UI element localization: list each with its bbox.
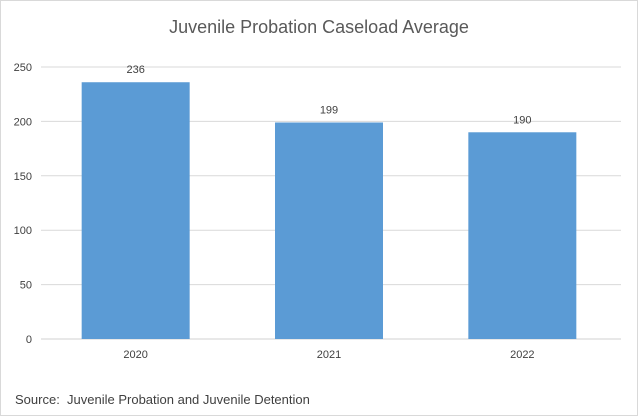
data-label: 236 [126,64,144,76]
chart-title: Juvenile Probation Caseload Average [169,17,469,37]
source-note: Source: Juvenile Probation and Juvenile … [15,392,310,407]
y-tick-label: 150 [14,171,32,183]
bar-2021 [275,122,383,339]
x-tick-label: 2022 [510,349,534,361]
x-tick-label: 2020 [123,349,147,361]
y-tick-label: 200 [14,116,32,128]
x-tick-label: 2021 [317,349,341,361]
y-tick-label: 100 [14,225,32,237]
data-label: 199 [320,104,338,116]
data-label: 190 [513,114,531,126]
y-tick-label: 250 [14,62,32,74]
y-tick-label: 50 [20,280,32,292]
bar-2020 [81,82,190,340]
bar-2022 [468,132,577,339]
y-tick-label: 0 [26,334,32,346]
